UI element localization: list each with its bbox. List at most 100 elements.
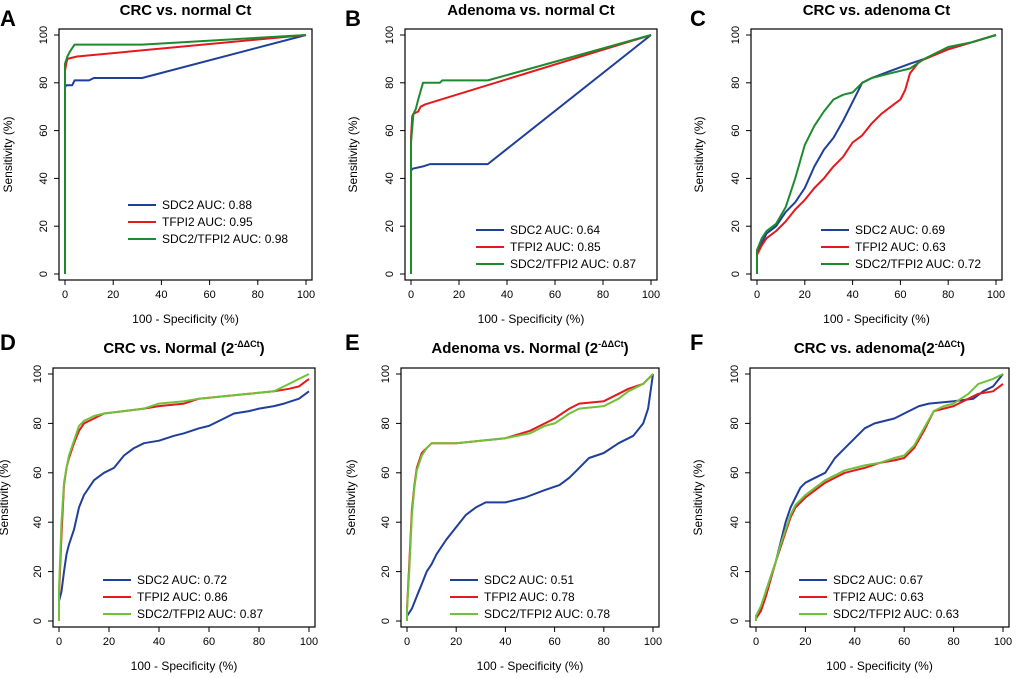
y-axis-label: Sensitivity (%)	[692, 116, 706, 192]
panel-letter: C	[690, 6, 706, 31]
x-tick-label: 20	[453, 289, 465, 301]
y-tick-label: 100	[32, 365, 44, 383]
x-axis-label: 100 - Specificity (%)	[131, 659, 238, 673]
y-tick-label: 40	[729, 516, 741, 528]
chart-title-end: )	[624, 340, 629, 357]
panel-d: D CRC vs. Normal (2-ΔΔCt) 0 20 40 60 80 100 0 20 4…	[0, 330, 318, 673]
x-tick-label: 80	[947, 636, 959, 648]
plot-frame	[749, 367, 1010, 628]
x-tick-label: 60	[898, 636, 910, 648]
y-axis-label: Sensitivity (%)	[344, 459, 358, 535]
legend-label: SDC2/TFPI2 AUC: 0.63	[833, 607, 959, 621]
series-line-tfpi2	[410, 34, 652, 274]
y-tick-label: 40	[384, 172, 396, 184]
legend-label: SDC2 AUC: 0.51	[484, 573, 574, 587]
y-tick-label: 60	[384, 124, 396, 136]
legend-label: TFPI2 AUC: 0.63	[855, 240, 946, 254]
series-line-sdc2-tfpi2	[756, 34, 997, 274]
y-tick-label: 60	[38, 124, 50, 136]
plot-frame	[400, 367, 660, 628]
x-tick-label: 40	[155, 289, 167, 301]
x-tick-label: 80	[253, 636, 265, 648]
y-tick-label: 80	[729, 417, 741, 429]
y-tick-label: 60	[32, 467, 44, 479]
legend-label: TFPI2 AUC: 0.78	[484, 590, 575, 604]
x-tick-label: 20	[799, 636, 811, 648]
y-axis-label: Sensitivity (%)	[346, 116, 360, 192]
x-tick-label: 60	[203, 636, 215, 648]
legend-label: SDC2/TFPI2 AUC: 0.98	[162, 232, 288, 246]
panel-f: F CRC vs. adenoma(2-ΔΔCt) 0 20 40 60 80 100 0 20 4…	[690, 330, 1012, 673]
y-tick-label: 20	[730, 220, 742, 232]
x-tick-label: 0	[753, 636, 759, 648]
y-tick-label: 100	[729, 365, 741, 383]
x-tick-label: 40	[846, 289, 858, 301]
chart-title: CRC vs. adenoma(2-ΔΔCt)	[794, 339, 965, 357]
chart-title-end: )	[960, 340, 965, 357]
x-axis-label: 100 - Specificity (%)	[478, 312, 585, 326]
panel-letter: B	[345, 6, 361, 31]
y-tick-label: 100	[730, 26, 742, 44]
chart-title-superscript: -ΔΔCt	[935, 339, 960, 349]
y-tick-label: 40	[380, 516, 392, 528]
y-tick-label: 0	[729, 618, 741, 624]
legend-label: SDC2 AUC: 0.67	[833, 573, 923, 587]
x-tick-label: 20	[103, 636, 115, 648]
x-axis-label: 100 - Specificity (%)	[823, 312, 930, 326]
series-line-sdc2-tfpi2	[58, 373, 310, 621]
series-line-sdc2-tfpi2	[64, 34, 307, 274]
y-tick-label: 0	[730, 271, 742, 277]
chart-title: CRC vs. normal Ct	[120, 2, 252, 19]
plot-frame	[52, 367, 316, 628]
chart-title-superscript: -ΔΔCt	[234, 339, 259, 349]
chart-title-main: CRC vs. normal Ct	[120, 2, 252, 19]
x-tick-label: 80	[942, 289, 954, 301]
legend-label: TFPI2 AUC: 0.86	[137, 590, 228, 604]
legend-label: SDC2 AUC: 0.72	[137, 573, 227, 587]
chart-title-main: Adenoma vs. normal Ct	[447, 2, 615, 19]
legend-label: TFPI2 AUC: 0.85	[510, 240, 601, 254]
x-axis-label: 100 - Specificity (%)	[477, 659, 584, 673]
panel-e: E Adenoma vs. Normal (2-ΔΔCt) 0 20 40 60 80 100…	[344, 330, 662, 673]
x-tick-label: 60	[894, 289, 906, 301]
legend-label: TFPI2 AUC: 0.63	[833, 590, 924, 604]
x-axis-label: 100 - Specificity (%)	[132, 312, 239, 326]
panel-a: A CRC vs. normal Ct 0 20 40 60 80 100 0 20 40 60 80 1…	[0, 2, 315, 326]
panel-letter: A	[0, 6, 16, 31]
y-axis-label: Sensitivity (%)	[1, 116, 15, 192]
series-line-sdc2-tfpi2	[755, 373, 1004, 621]
x-tick-label: 80	[597, 289, 609, 301]
chart-title: CRC vs. Normal (2-ΔΔCt)	[103, 339, 264, 357]
y-tick-label: 100	[380, 365, 392, 383]
x-tick-label: 100	[642, 289, 660, 301]
panel-letter: F	[690, 330, 703, 355]
y-tick-label: 0	[32, 618, 44, 624]
chart-title-superscript: -ΔΔCt	[598, 339, 623, 349]
chart-title-end: )	[260, 340, 265, 357]
chart-title-main: Adenoma vs. Normal (2	[431, 340, 598, 357]
series-line-tfpi2	[756, 34, 997, 274]
y-tick-label: 40	[730, 172, 742, 184]
x-tick-label: 100	[644, 636, 662, 648]
x-tick-label: 60	[548, 636, 560, 648]
y-tick-label: 60	[729, 467, 741, 479]
x-tick-label: 100	[994, 636, 1012, 648]
series-line-sdc2	[58, 390, 310, 621]
plot-frame	[750, 28, 1003, 281]
y-tick-label: 0	[38, 271, 50, 277]
y-tick-label: 80	[384, 77, 396, 89]
x-tick-label: 60	[203, 289, 215, 301]
y-axis-label: Sensitivity (%)	[0, 459, 11, 535]
legend-label: SDC2 AUC: 0.69	[855, 223, 945, 237]
x-tick-label: 0	[404, 636, 410, 648]
legend-label: SDC2/TFPI2 AUC: 0.72	[855, 257, 981, 271]
legend-label: TFPI2 AUC: 0.95	[162, 215, 253, 229]
x-tick-label: 60	[549, 289, 561, 301]
x-tick-label: 20	[450, 636, 462, 648]
plot-frame	[58, 28, 313, 281]
legend-label: SDC2/TFPI2 AUC: 0.87	[137, 607, 263, 621]
x-tick-label: 20	[799, 289, 811, 301]
x-tick-label: 100	[987, 289, 1005, 301]
y-tick-label: 20	[38, 220, 50, 232]
